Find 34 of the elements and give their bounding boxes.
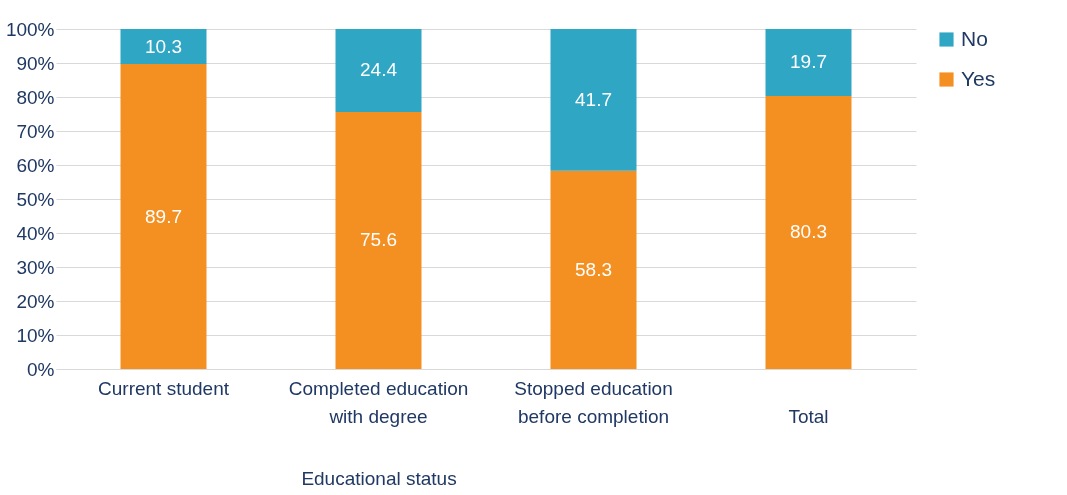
y-tick-label: 100% — [5, 18, 55, 40]
y-tick-label: 50% — [16, 188, 55, 210]
data-label: 80.3 — [790, 221, 827, 243]
y-tick-label: 20% — [16, 290, 55, 312]
legend-label: Yes — [961, 66, 996, 90]
bar — [765, 29, 852, 96]
y-tick-label: 80% — [16, 86, 55, 108]
data-label: 41.7 — [575, 88, 612, 110]
y-tick-label: 0% — [27, 358, 55, 380]
y-tick-label: 30% — [16, 256, 55, 278]
bar — [550, 29, 637, 171]
x-tick-label: Stopped education before completion — [514, 377, 673, 427]
x-axis-title: Educational status — [301, 467, 457, 489]
data-label: 19.7 — [790, 51, 827, 73]
data-label: 75.6 — [360, 229, 397, 251]
x-tick-label: Total — [788, 405, 829, 427]
y-tick-label: 10% — [16, 324, 55, 346]
legend-label: No — [961, 26, 988, 50]
bar — [120, 29, 207, 65]
data-label: 58.3 — [575, 258, 612, 280]
x-tick-label: Completed education with degree — [288, 377, 469, 427]
data-label: 24.4 — [360, 59, 398, 81]
bar — [765, 95, 852, 369]
y-tick-label: 70% — [16, 120, 55, 142]
data-label: 89.7 — [145, 205, 182, 227]
y-tick-label: 40% — [16, 222, 55, 244]
bar — [120, 64, 207, 369]
y-tick-label: 60% — [16, 154, 55, 176]
data-label: 10.3 — [145, 35, 182, 57]
y-tick-label: 90% — [16, 52, 55, 74]
bar — [335, 111, 422, 369]
bar — [335, 29, 422, 112]
x-tick-label: Current student — [98, 377, 230, 399]
bar — [550, 170, 637, 369]
